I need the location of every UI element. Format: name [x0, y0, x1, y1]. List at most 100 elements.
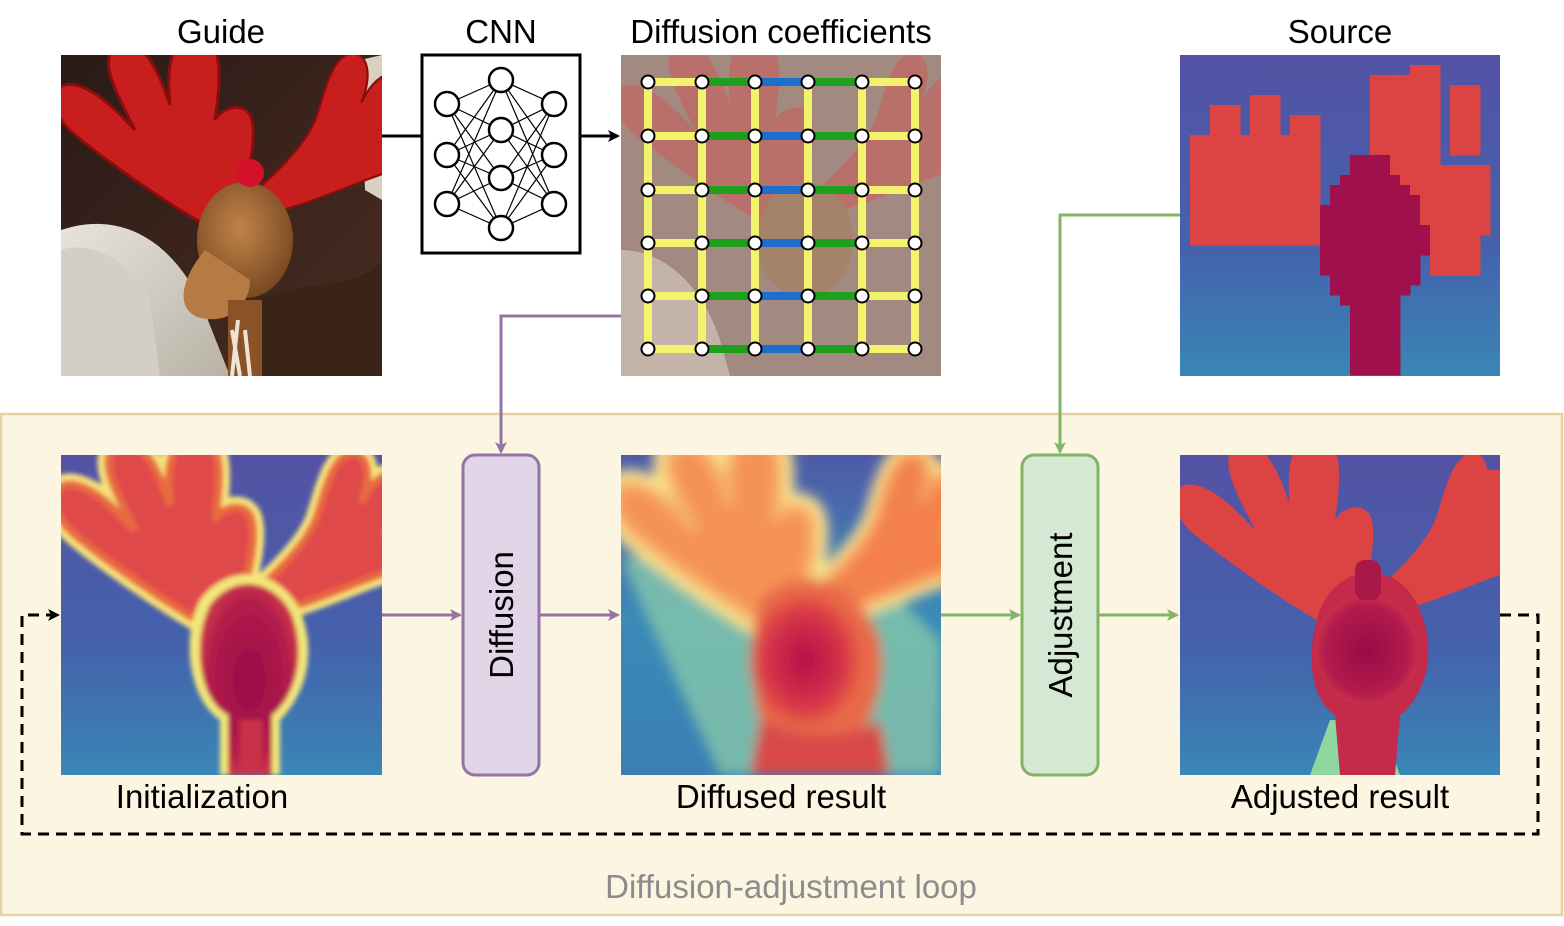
- source-pixel: [1450, 115, 1461, 126]
- source-pixel: [1380, 205, 1391, 216]
- pixel-node: [800, 182, 816, 198]
- source-pixel: [1380, 115, 1391, 126]
- source-pixel: [1410, 135, 1421, 146]
- source-pixel: [1390, 295, 1401, 306]
- source-pixel: [1210, 165, 1221, 176]
- source-pixel: [1190, 145, 1201, 156]
- source-pixel: [1450, 175, 1461, 186]
- source-pixel: [1280, 205, 1291, 216]
- source-pixel: [1240, 205, 1251, 216]
- source-pixel: [1380, 335, 1391, 346]
- source-pixel: [1470, 145, 1481, 156]
- pixel-node: [747, 128, 763, 144]
- source-pixel: [1250, 145, 1261, 156]
- source-pixel: [1190, 135, 1201, 146]
- source-pixel: [1400, 195, 1411, 206]
- source-pixel: [1330, 235, 1341, 246]
- source-pixel: [1330, 215, 1341, 226]
- pixel-node: [640, 235, 656, 251]
- network-link: [500, 103, 555, 229]
- pixel-node: [694, 74, 710, 90]
- source-pixel: [1450, 195, 1461, 206]
- source-pixel: [1430, 85, 1441, 96]
- source-pixel: [1430, 255, 1441, 266]
- source-pixel: [1400, 275, 1411, 286]
- source-pixel: [1410, 145, 1421, 156]
- source-pixel: [1380, 325, 1391, 336]
- source-pixel: [1240, 135, 1251, 146]
- source-pixel: [1380, 105, 1391, 116]
- source-pixel: [1380, 75, 1391, 86]
- source-pixel: [1320, 255, 1331, 266]
- source-pixel: [1400, 285, 1411, 296]
- source-pixel: [1380, 305, 1391, 316]
- source-pixel: [1250, 135, 1261, 146]
- source-pixel: [1270, 145, 1281, 156]
- network-node: [487, 164, 515, 192]
- source-pixel: [1410, 245, 1421, 256]
- source-pixel: [1370, 185, 1381, 196]
- source-pixel: [1420, 205, 1431, 216]
- source-pixel: [1390, 305, 1401, 316]
- source-pixel: [1240, 235, 1251, 246]
- source-pixel: [1360, 265, 1371, 276]
- source-pixel: [1310, 165, 1321, 176]
- source-pixel: [1310, 215, 1321, 226]
- source-pixel: [1270, 175, 1281, 186]
- source-pixel: [1450, 225, 1461, 236]
- source-pixel: [1300, 195, 1311, 206]
- pixel-node: [747, 288, 763, 304]
- source-pixel: [1350, 235, 1361, 246]
- source-pixel: [1350, 195, 1361, 206]
- source-pixel: [1410, 175, 1421, 186]
- source-pixel: [1360, 205, 1371, 216]
- network-node: [540, 90, 568, 118]
- source-pixel: [1390, 215, 1401, 226]
- source-pixel: [1390, 235, 1401, 246]
- source-pixel: [1380, 145, 1391, 156]
- source-pixel: [1380, 345, 1391, 356]
- source-pixel: [1330, 255, 1341, 266]
- source-pixel: [1240, 145, 1251, 156]
- source-pixel: [1360, 195, 1371, 206]
- source-pixel: [1410, 75, 1421, 86]
- source-pixel: [1480, 185, 1491, 196]
- source-pixel: [1230, 185, 1241, 196]
- source-pixel: [1400, 185, 1411, 196]
- source-pixel: [1310, 235, 1321, 246]
- source-pixel: [1320, 235, 1331, 246]
- source-pixel: [1290, 215, 1301, 226]
- source-pixel: [1470, 135, 1481, 146]
- source-pixel: [1330, 265, 1341, 276]
- source-pixel: [1410, 155, 1421, 166]
- network-node: [487, 66, 515, 94]
- source-pixel: [1400, 75, 1411, 86]
- source-pixel: [1390, 75, 1401, 86]
- source-pixel: [1340, 185, 1351, 196]
- source-pixel: [1410, 105, 1421, 116]
- pixel-node: [854, 341, 870, 357]
- source-pixel: [1430, 215, 1441, 226]
- coefficients-label: Diffusion coefficients: [630, 13, 931, 50]
- source-pixel: [1430, 175, 1441, 186]
- source-pixel: [1370, 255, 1381, 266]
- source-pixel: [1370, 215, 1381, 226]
- source-pixel: [1300, 165, 1311, 176]
- source-pixel: [1200, 175, 1211, 186]
- source-pixel: [1360, 175, 1371, 186]
- source-pixel: [1250, 95, 1261, 106]
- source-pixel: [1300, 235, 1311, 246]
- adjustment-block-label: Adjustment: [1042, 532, 1079, 697]
- source-pixel: [1270, 205, 1281, 216]
- source-pixel: [1340, 235, 1351, 246]
- source-pixel: [1410, 265, 1421, 276]
- source-pixel: [1290, 235, 1301, 246]
- source-pixel: [1460, 245, 1471, 256]
- source-pixel: [1320, 205, 1331, 216]
- source-pixel: [1250, 155, 1261, 166]
- source-pixel: [1320, 215, 1331, 226]
- source-pixel: [1350, 365, 1361, 376]
- source-pixel: [1330, 205, 1341, 216]
- source-pixel: [1230, 215, 1241, 226]
- source-pixel: [1270, 135, 1281, 146]
